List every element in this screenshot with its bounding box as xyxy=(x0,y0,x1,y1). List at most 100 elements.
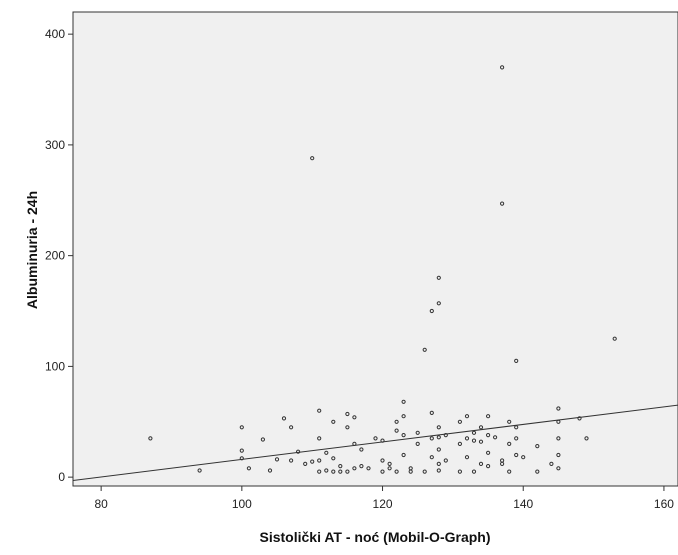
data-point xyxy=(359,447,364,452)
data-point xyxy=(239,425,244,430)
data-point xyxy=(429,308,434,314)
data-point xyxy=(436,275,441,280)
data-point xyxy=(352,441,357,446)
data-point xyxy=(556,436,561,441)
data-point xyxy=(148,436,153,441)
data-point xyxy=(436,301,441,306)
data-point xyxy=(500,461,505,466)
data-point xyxy=(260,437,265,442)
data-point xyxy=(373,436,378,441)
data-point xyxy=(380,469,385,474)
y-tick-label: 100 xyxy=(45,359,65,373)
data-point xyxy=(429,410,434,415)
data-point xyxy=(493,435,498,440)
data-point xyxy=(507,441,512,446)
data-point xyxy=(296,449,301,454)
points-layer xyxy=(148,65,617,474)
data-point xyxy=(521,455,526,460)
data-point xyxy=(612,336,617,341)
y-tick-label: 0 xyxy=(58,470,65,484)
data-point xyxy=(317,469,322,474)
x-axis-label: Sistolički AT - noć (Mobil-O-Graph) xyxy=(260,529,491,545)
data-point xyxy=(556,466,561,471)
data-point xyxy=(338,469,343,474)
x-tick-label: 140 xyxy=(513,497,533,511)
plot-background xyxy=(72,11,678,487)
axis-layer xyxy=(72,12,678,487)
x-tick-label: 120 xyxy=(373,497,393,511)
data-point xyxy=(436,425,441,430)
data-point xyxy=(415,430,420,435)
data-point xyxy=(577,416,582,421)
data-point xyxy=(281,416,287,421)
data-point xyxy=(471,469,477,474)
data-point xyxy=(471,438,477,443)
y-ticks: 0 100 200 300 400 xyxy=(45,27,73,484)
data-point xyxy=(345,469,350,474)
data-point xyxy=(289,425,294,430)
data-point xyxy=(324,468,329,473)
data-point xyxy=(500,65,505,70)
data-point xyxy=(401,414,406,419)
data-point xyxy=(345,425,350,430)
fit-line xyxy=(72,404,678,481)
y-tick-label: 200 xyxy=(45,249,65,263)
data-point xyxy=(310,156,315,161)
data-point xyxy=(303,461,308,466)
data-point xyxy=(457,441,462,446)
data-point xyxy=(556,452,561,458)
data-point xyxy=(556,406,561,411)
data-point xyxy=(359,464,364,469)
data-point xyxy=(394,428,399,433)
data-point xyxy=(486,450,491,455)
data-point xyxy=(401,452,406,458)
data-point xyxy=(514,452,519,458)
data-point xyxy=(331,419,336,424)
data-point xyxy=(478,425,484,430)
x-tick-label: 80 xyxy=(94,497,108,511)
data-point xyxy=(436,468,441,473)
data-point xyxy=(338,464,343,469)
data-point xyxy=(274,457,280,462)
data-point xyxy=(535,469,540,474)
data-point xyxy=(478,439,484,444)
data-point xyxy=(239,448,244,453)
data-point xyxy=(317,408,322,413)
data-point xyxy=(331,456,336,461)
x-ticks: 80 100 120 140 160 xyxy=(94,486,674,511)
data-point xyxy=(584,436,589,441)
fit-line-layer xyxy=(72,404,678,481)
data-point xyxy=(310,459,315,464)
x-tick-label: 100 xyxy=(232,497,252,511)
data-point xyxy=(507,419,512,424)
data-point xyxy=(457,419,462,424)
data-point xyxy=(289,458,294,463)
data-point xyxy=(486,464,491,469)
data-point xyxy=(464,455,470,460)
data-point xyxy=(317,458,322,463)
data-point xyxy=(387,461,392,466)
data-point xyxy=(380,438,385,443)
data-point xyxy=(464,414,470,419)
data-point xyxy=(422,347,427,352)
data-point xyxy=(387,466,392,471)
data-point xyxy=(429,455,434,460)
data-point xyxy=(345,411,350,417)
data-point xyxy=(422,469,427,474)
data-point xyxy=(500,201,505,206)
data-point xyxy=(464,436,470,441)
data-point xyxy=(394,469,399,474)
data-point xyxy=(267,468,273,473)
data-point xyxy=(429,436,434,441)
data-point xyxy=(443,458,448,463)
data-point xyxy=(436,461,441,466)
data-point xyxy=(394,419,399,424)
data-point xyxy=(401,433,406,438)
data-point xyxy=(401,399,406,404)
data-point xyxy=(471,430,477,435)
data-point xyxy=(514,358,519,363)
data-point xyxy=(436,435,441,440)
data-point xyxy=(486,433,491,438)
